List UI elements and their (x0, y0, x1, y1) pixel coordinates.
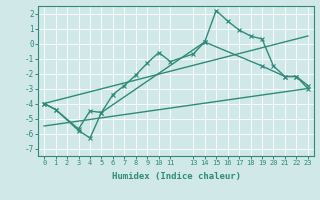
X-axis label: Humidex (Indice chaleur): Humidex (Indice chaleur) (111, 172, 241, 181)
